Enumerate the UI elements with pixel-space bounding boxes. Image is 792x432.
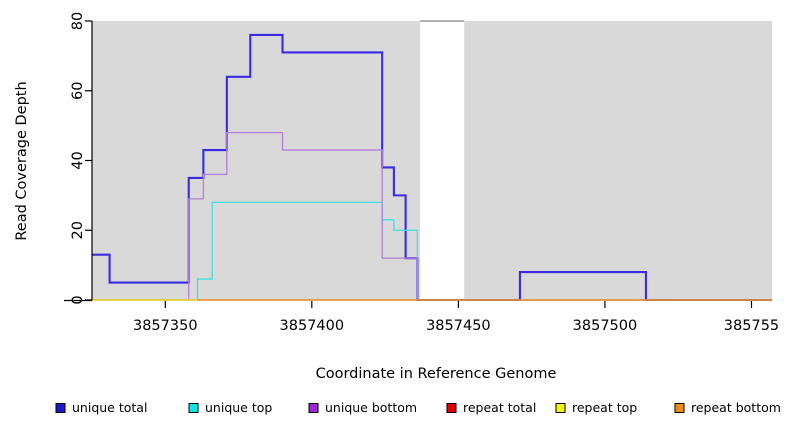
y-tick-label: 20 xyxy=(70,221,86,239)
legend-swatch-repeat-bottom xyxy=(674,403,685,413)
x-tick-label: 3857350 xyxy=(133,318,198,334)
legend-label-unique-top: unique top xyxy=(205,400,272,415)
legend-label-repeat-bottom: repeat bottom xyxy=(691,400,781,415)
y-axis-title: Read Coverage Depth xyxy=(14,81,30,240)
legend-label-repeat-top: repeat top xyxy=(572,400,637,415)
region-repeat-region-left xyxy=(92,21,421,300)
x-tick-label: 3857450 xyxy=(426,318,491,334)
y-axis-tick-labels: 0 20 40 60 80 xyxy=(70,12,86,305)
x-axis-title: Coordinate in Reference Genome xyxy=(316,366,557,382)
series-unique-bottom xyxy=(92,131,772,301)
legend-label-unique-total: unique total xyxy=(72,400,147,415)
shaded-regions-group xyxy=(92,20,772,300)
x-axis-tick-labels: 3857350 3857400 3857450 3857500 385755 xyxy=(133,318,779,334)
legend-swatch-unique-total xyxy=(55,403,66,413)
y-tick-label: 0 xyxy=(70,295,86,304)
x-tick-label: 3857500 xyxy=(573,318,638,334)
x-tick-label: 385755 xyxy=(724,318,779,334)
data-series-group xyxy=(92,33,772,302)
x-axis-ticks xyxy=(164,301,753,308)
y-tick-label: 60 xyxy=(70,82,86,100)
legend-swatch-repeat-top xyxy=(555,403,566,413)
y-axis-ticks xyxy=(85,20,92,301)
legend-label-unique-bottom: unique bottom xyxy=(325,400,417,415)
y-tick-label: 80 xyxy=(70,12,86,30)
legend-label-repeat-total: repeat total xyxy=(463,400,536,415)
region-repeat-region-right xyxy=(464,21,772,300)
x-tick-label: 3857400 xyxy=(280,318,345,334)
axes-group xyxy=(64,20,753,308)
legend-swatch-unique-top xyxy=(188,403,199,413)
region-unshaded-gap xyxy=(420,21,465,300)
legend-swatch-unique-bottom xyxy=(308,403,319,413)
legend-swatch-repeat-total xyxy=(446,403,457,413)
legend: unique total unique top unique bottom repea… xyxy=(55,400,781,415)
y-tick-label: 40 xyxy=(70,151,86,169)
